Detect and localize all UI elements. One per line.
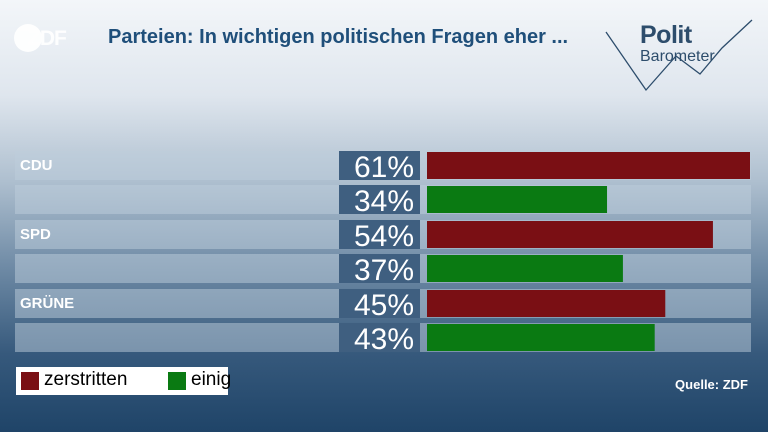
value-label-box [339, 220, 420, 249]
politbarometer-logo: Polit Barometer [604, 18, 754, 94]
value-label-box [339, 323, 420, 352]
zdf-logo-circle-icon [14, 24, 42, 52]
category-label-cdu: CDU [20, 157, 53, 174]
legend-label-zerstritten: zerstritten [44, 369, 128, 390]
value-label-grne-zerstritten: 45% [354, 289, 414, 322]
category-label-grne: GRÜNE [20, 295, 74, 312]
value-label-grne-einig: 43% [354, 323, 414, 356]
bar-spd-einig [427, 255, 623, 282]
bar-spd-zerstritten [427, 221, 713, 248]
value-label-cdu-zerstritten: 61% [354, 151, 414, 184]
source-note: Quelle: ZDF [675, 377, 748, 392]
bar-grne-einig [427, 324, 655, 351]
value-label-box [339, 185, 420, 214]
value-label-box [339, 151, 420, 180]
politbarometer-graph-icon [605, 19, 753, 92]
chart-title: Parteien: In wichtigen politischen Frage… [108, 26, 569, 48]
value-label-box [339, 289, 420, 318]
legend-label-einig: einig [191, 369, 232, 390]
bar-grne-zerstritten [427, 290, 666, 317]
bar-cdu-einig [427, 186, 608, 213]
category-label-spd: SPD [20, 226, 51, 243]
legend: zerstritten einig [16, 367, 232, 395]
value-label-spd-einig: 37% [354, 254, 414, 287]
legend-swatch-zerstritten [21, 372, 39, 390]
zdf-logo: ZDF [14, 24, 84, 54]
bar-cdu-zerstritten [427, 152, 750, 179]
value-label-box [339, 254, 420, 283]
value-label-spd-zerstritten: 54% [354, 220, 414, 253]
politbarometer-brand-line1: Polit [640, 21, 692, 49]
value-label-cdu-einig: 34% [354, 185, 414, 218]
zdf-logo-text: ZDF [28, 27, 67, 50]
politbarometer-brand-line2: Barometer [640, 48, 715, 65]
legend-swatch-einig [168, 372, 186, 390]
